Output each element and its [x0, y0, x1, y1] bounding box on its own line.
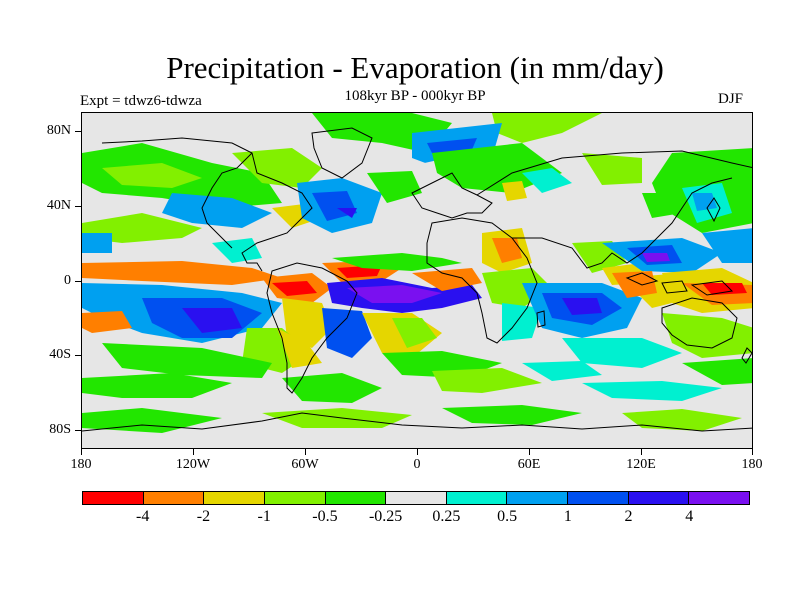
- plot-subtitle: 108kyr BP - 000kyr BP: [344, 88, 486, 104]
- precip-region: [367, 171, 422, 203]
- colorbar-label: 0.5: [497, 508, 518, 525]
- x-tick: [193, 449, 194, 455]
- precip-region: [322, 308, 372, 358]
- colorbar-swatch: [325, 492, 387, 504]
- x-tick-label: 120E: [626, 457, 656, 472]
- precip-region: [612, 271, 657, 298]
- y-tick-label: 0: [64, 273, 71, 288]
- precip-region: [272, 281, 317, 296]
- x-tick-label: 180: [70, 457, 92, 472]
- precip-region: [662, 313, 752, 358]
- y-tick: [75, 131, 81, 132]
- map-panel: [81, 112, 753, 449]
- x-tick: [417, 449, 418, 455]
- precip-region: [432, 368, 542, 393]
- x-tick: [641, 449, 642, 455]
- y-tick: [75, 206, 81, 207]
- x-tick: [752, 449, 753, 455]
- precip-region: [502, 303, 542, 341]
- precip-region: [562, 298, 602, 315]
- y-tick-label: 40S: [49, 347, 71, 362]
- colorbar-swatch: [143, 492, 205, 504]
- precip-region: [442, 405, 582, 425]
- precip-region: [212, 238, 262, 263]
- x-tick-label: 180: [741, 457, 763, 472]
- precip-region: [582, 381, 722, 401]
- precip-region: [702, 283, 747, 295]
- x-tick: [305, 449, 306, 455]
- y-tick-label: 80S: [49, 422, 71, 437]
- precip-region: [182, 308, 242, 333]
- precip-region: [642, 193, 682, 218]
- x-tick-label: 0: [413, 457, 421, 472]
- precip-region: [82, 373, 232, 398]
- coastlines: [82, 127, 752, 432]
- y-tick-label: 80N: [46, 123, 71, 138]
- colorbar-label: 4: [685, 508, 694, 525]
- precip-region: [82, 261, 282, 285]
- precip-region: [492, 113, 602, 143]
- x-tick: [81, 449, 82, 455]
- precip-region: [102, 163, 202, 188]
- colorbar: [82, 491, 750, 505]
- precip-region: [492, 238, 522, 263]
- colorbar-swatch: [628, 492, 690, 504]
- precip-region: [562, 338, 682, 368]
- precip-region: [392, 318, 437, 348]
- precip-region: [277, 328, 322, 368]
- precip-region: [692, 193, 717, 211]
- colorbar-label: 1: [563, 508, 572, 525]
- precip-region: [102, 343, 272, 378]
- colorbar-label: -0.25: [368, 508, 403, 525]
- y-tick: [75, 430, 81, 431]
- colorbar-label: -2: [196, 508, 211, 525]
- precip-region: [82, 408, 222, 433]
- colorbar-label: -0.5: [312, 508, 338, 525]
- precip-region: [337, 208, 357, 218]
- colorbar-swatch: [386, 492, 447, 504]
- precip-region: [502, 181, 527, 201]
- x-tick-label: 60W: [291, 457, 319, 472]
- y-tick-label: 40N: [46, 198, 71, 213]
- x-tick: [529, 449, 530, 455]
- colorbar-swatch: [689, 492, 750, 504]
- season-label: DJF: [718, 91, 744, 107]
- colorbar-swatch: [507, 492, 569, 504]
- plot-title: Precipitation - Evaporation (in mm/day): [166, 50, 664, 85]
- precip-region: [282, 298, 332, 348]
- map-field: [82, 113, 752, 448]
- precip-region: [82, 233, 112, 253]
- colorbar-swatch: [568, 492, 629, 504]
- precip-region: [332, 253, 462, 271]
- colorbar-label: -4: [136, 508, 150, 525]
- precip-region: [412, 268, 482, 291]
- x-tick-label: 120W: [175, 457, 211, 472]
- precip-region: [282, 373, 382, 403]
- y-tick: [75, 355, 81, 356]
- precip-region: [82, 311, 132, 333]
- precip-region: [522, 361, 602, 381]
- colorbar-swatch: [264, 492, 326, 504]
- colorbar-swatch: [83, 492, 144, 504]
- y-tick: [75, 281, 81, 282]
- precip-region: [232, 148, 322, 188]
- precip-region: [162, 193, 272, 228]
- precip-region: [582, 153, 642, 185]
- precip-region: [642, 253, 670, 262]
- colorbar-label: 0.25: [432, 508, 461, 525]
- precip-region: [347, 285, 442, 303]
- precip-region: [702, 228, 752, 263]
- colorbar-label: -1: [257, 508, 271, 525]
- experiment-label: Expt = tdwz6-tdwza: [80, 93, 202, 109]
- precip-region: [682, 358, 752, 385]
- colorbar-label: 2: [624, 508, 633, 525]
- colorbar-swatch: [204, 492, 265, 504]
- colorbar-swatch: [446, 492, 508, 504]
- x-tick-label: 60E: [517, 457, 541, 472]
- precip-region: [522, 168, 572, 193]
